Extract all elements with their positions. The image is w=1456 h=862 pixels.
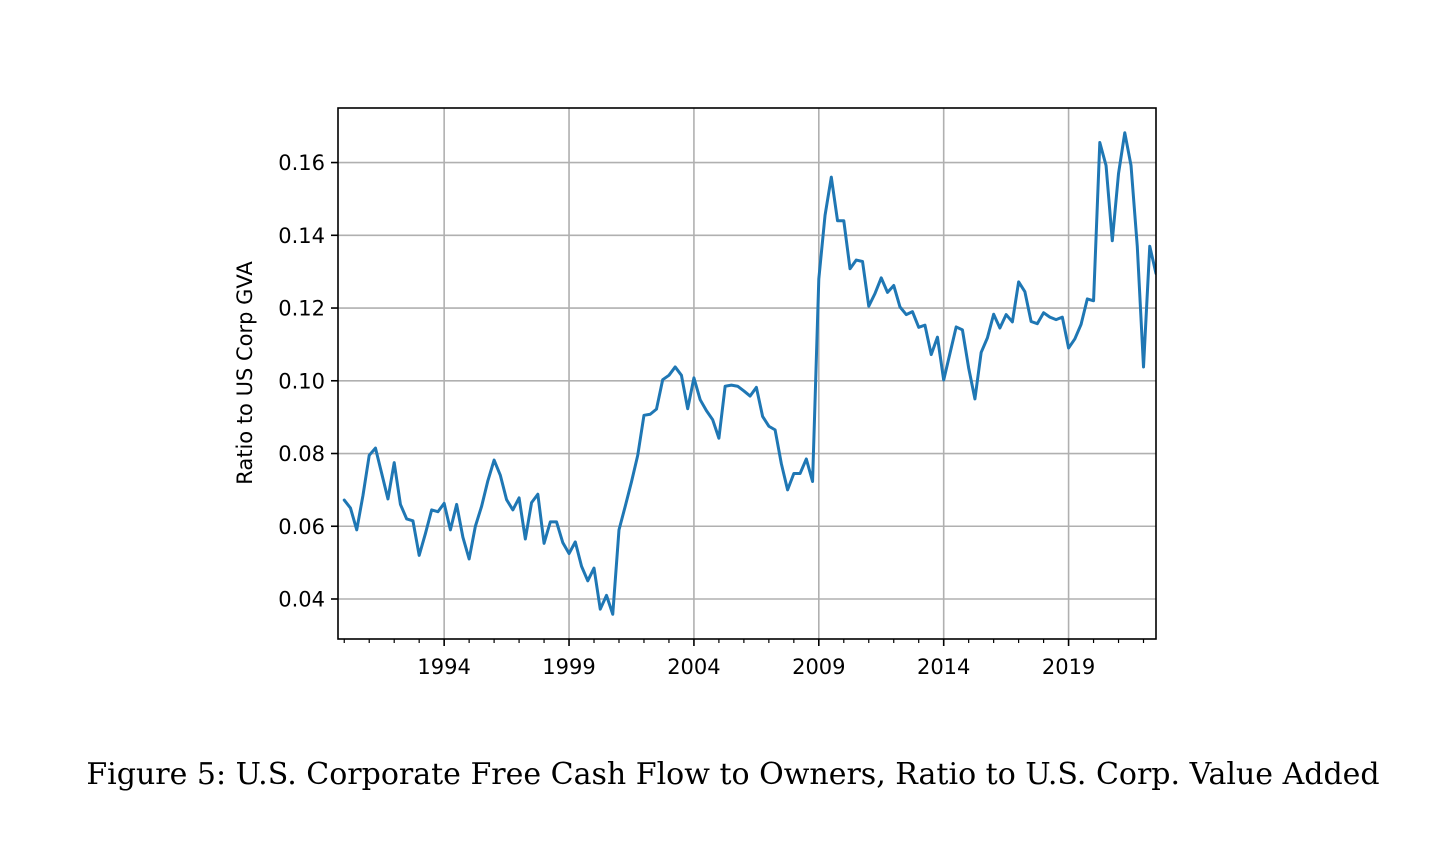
y-tick-label: 0.10 xyxy=(278,369,325,393)
x-tick-label: 2004 xyxy=(667,655,720,679)
y-tick-label: 0.06 xyxy=(278,515,325,539)
line-chart: 0.04 0.06 0.08 0.10 0.12 0.14 0.16 1994 1999 2004… xyxy=(233,107,1157,679)
plot-frame xyxy=(337,107,1157,640)
grid-lines xyxy=(338,108,1156,639)
series-line xyxy=(342,131,1156,616)
x-tick-label: 2019 xyxy=(1042,655,1095,679)
x-tick-label: 1994 xyxy=(417,655,470,679)
y-axis-label: Ratio to US Corp GVA xyxy=(233,261,257,485)
x-tick-label: 2009 xyxy=(792,655,845,679)
y-tick-label: 0.14 xyxy=(278,224,325,248)
axis-ticks: 0.04 0.06 0.08 0.10 0.12 0.14 0.16 1994 1999 2004… xyxy=(278,151,1145,679)
y-tick-label: 0.08 xyxy=(278,442,325,466)
y-tick-label: 0.16 xyxy=(278,151,325,175)
y-tick-label: 0.04 xyxy=(278,587,325,611)
x-tick-label: 1999 xyxy=(542,655,595,679)
figure-caption: Figure 5: U.S. Corporate Free Cash Flow … xyxy=(86,757,1380,792)
y-tick-label: 0.12 xyxy=(278,297,325,321)
x-tick-label: 2014 xyxy=(917,655,970,679)
